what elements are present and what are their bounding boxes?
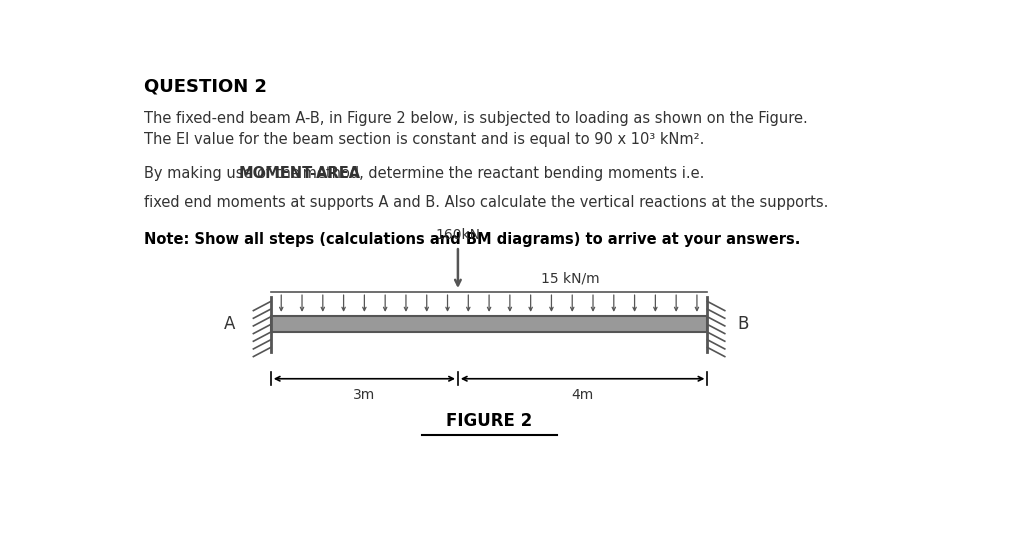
Text: FIGURE 2: FIGURE 2 <box>446 412 532 430</box>
Text: 15 kN/m: 15 kN/m <box>542 272 600 286</box>
Text: The EI value for the beam section is constant and is equal to 90 x 10³ kNm².: The EI value for the beam section is con… <box>143 132 705 147</box>
Bar <box>270 317 708 332</box>
Text: The fixed-end beam A-B, in Figure 2 below, is subjected to loading as shown on t: The fixed-end beam A-B, in Figure 2 belo… <box>143 111 808 126</box>
Text: 160kN: 160kN <box>435 228 480 242</box>
Text: fixed end moments at supports A and B. Also calculate the vertical reactions at : fixed end moments at supports A and B. A… <box>143 195 828 210</box>
Text: method, determine the reactant bending moments i.e.: method, determine the reactant bending m… <box>298 166 705 180</box>
Text: By making use of the: By making use of the <box>143 166 304 180</box>
Text: Note: Show all steps (calculations and BM diagrams) to arrive at your answers.: Note: Show all steps (calculations and B… <box>143 232 800 248</box>
Text: MOMENT-AREA: MOMENT-AREA <box>239 166 361 180</box>
Text: QUESTION 2: QUESTION 2 <box>143 78 267 96</box>
Text: 4m: 4m <box>571 388 594 402</box>
Text: 3m: 3m <box>353 388 376 402</box>
Text: B: B <box>737 315 749 333</box>
Text: A: A <box>224 315 236 333</box>
